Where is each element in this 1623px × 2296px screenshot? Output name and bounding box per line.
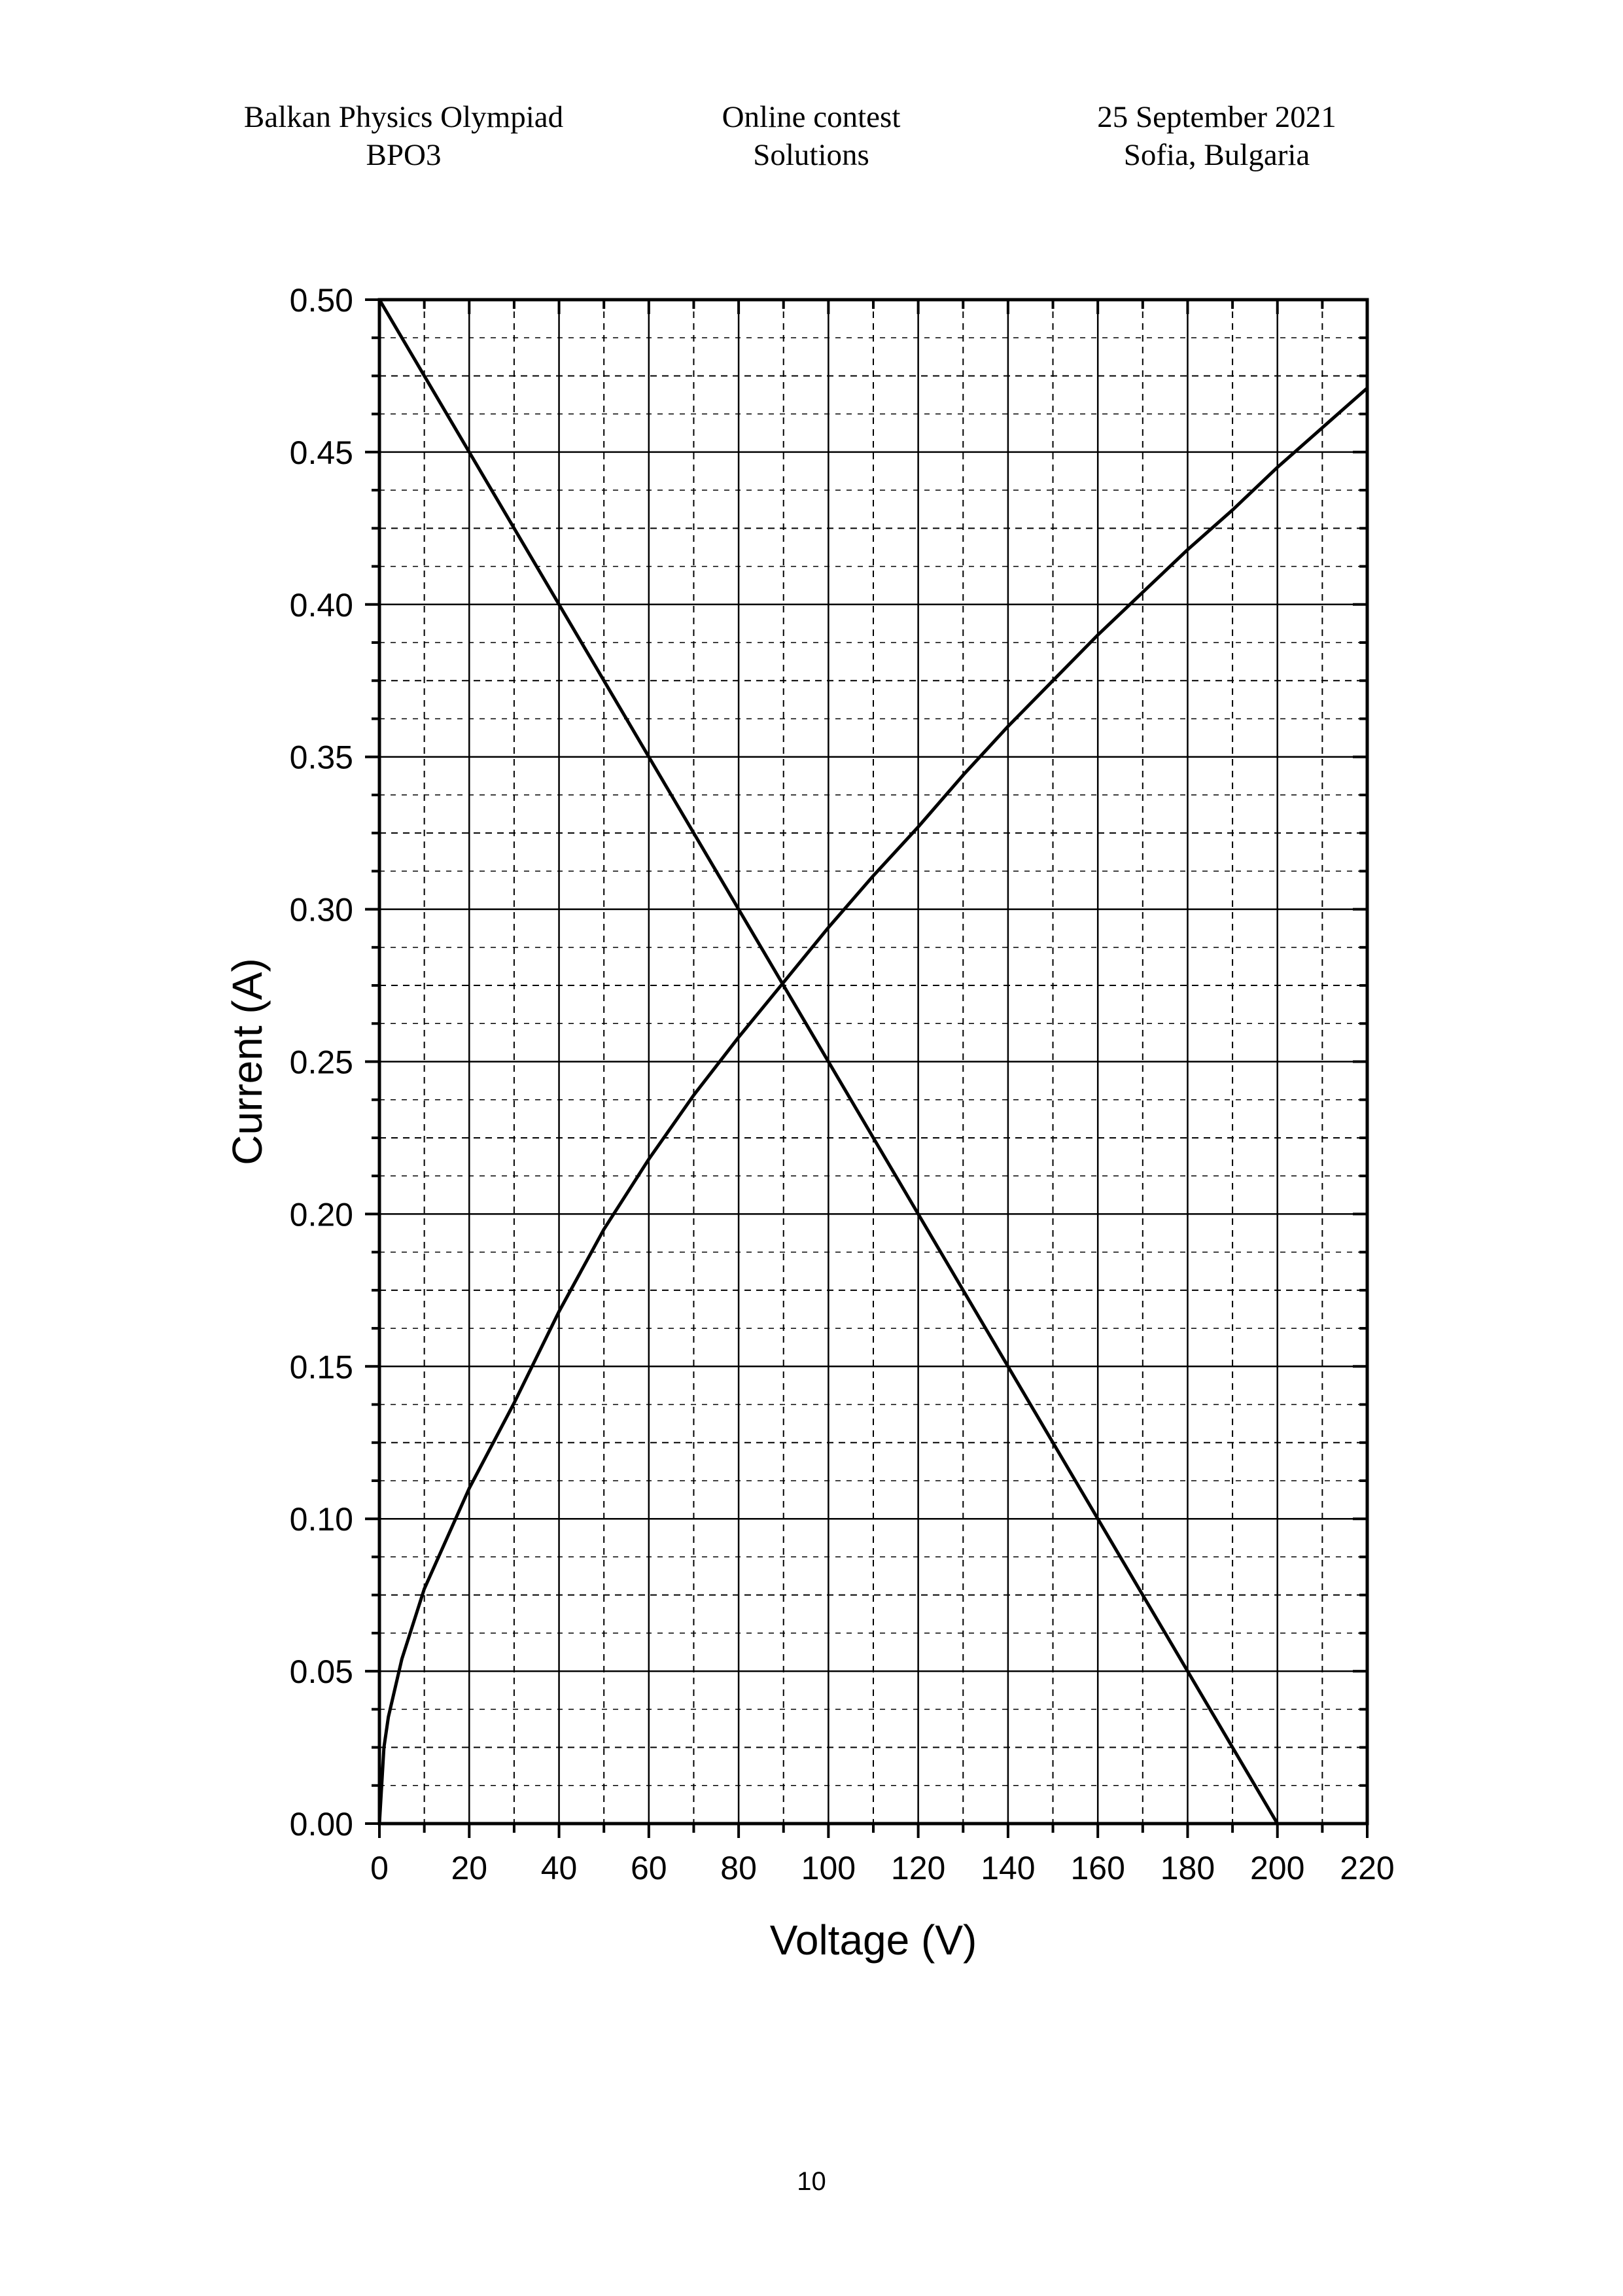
y-axis-title: Current (A) [224, 958, 271, 1165]
x-tick-label: 220 [1340, 1850, 1394, 1886]
x-tick-label: 80 [720, 1850, 757, 1886]
x-tick-label: 140 [981, 1850, 1035, 1886]
y-tick-label: 0.50 [290, 282, 353, 319]
x-tick-label: 60 [631, 1850, 667, 1886]
x-tick-label: 180 [1161, 1850, 1215, 1886]
y-tick-label: 0.15 [290, 1349, 353, 1385]
page-number: 10 [797, 2167, 826, 2196]
header-center: Online contest Solutions [680, 98, 942, 174]
x-tick-label: 0 [370, 1850, 389, 1886]
x-tick-label: 100 [801, 1850, 856, 1886]
y-tick-label: 0.05 [290, 1653, 353, 1690]
series-line-increasing [377, 386, 1369, 1826]
y-tick-label: 0.30 [290, 892, 353, 928]
series-line-decreasing [377, 298, 1280, 1826]
y-tick-label: 0.00 [290, 1806, 353, 1843]
y-tick-label: 0.45 [290, 434, 353, 471]
document-type: Solutions [753, 138, 869, 172]
x-axis-title: Voltage (V) [770, 1916, 977, 1964]
contest-type: Online contest [722, 100, 901, 134]
olympiad-name: Balkan Physics Olympiad [243, 100, 564, 134]
contest-date: 25 September 2021 [1097, 100, 1336, 134]
x-tick-label: 120 [891, 1850, 945, 1886]
header-left: Balkan Physics Olympiad BPO3 [230, 98, 577, 174]
x-tick-label: 160 [1070, 1850, 1125, 1886]
y-tick-label: 0.20 [290, 1196, 353, 1233]
y-tick-label: 0.25 [290, 1044, 353, 1081]
olympiad-edition: BPO3 [366, 138, 442, 172]
x-tick-label: 20 [451, 1850, 487, 1886]
y-tick-label: 0.40 [290, 587, 353, 624]
header-right: 25 September 2021 Sofia, Bulgaria [1073, 98, 1361, 174]
contest-location: Sofia, Bulgaria [1123, 138, 1310, 172]
x-tick-label: 200 [1250, 1850, 1304, 1886]
y-tick-label: 0.35 [290, 739, 353, 776]
x-tick-label: 40 [541, 1850, 578, 1886]
y-tick-label: 0.10 [290, 1501, 353, 1538]
